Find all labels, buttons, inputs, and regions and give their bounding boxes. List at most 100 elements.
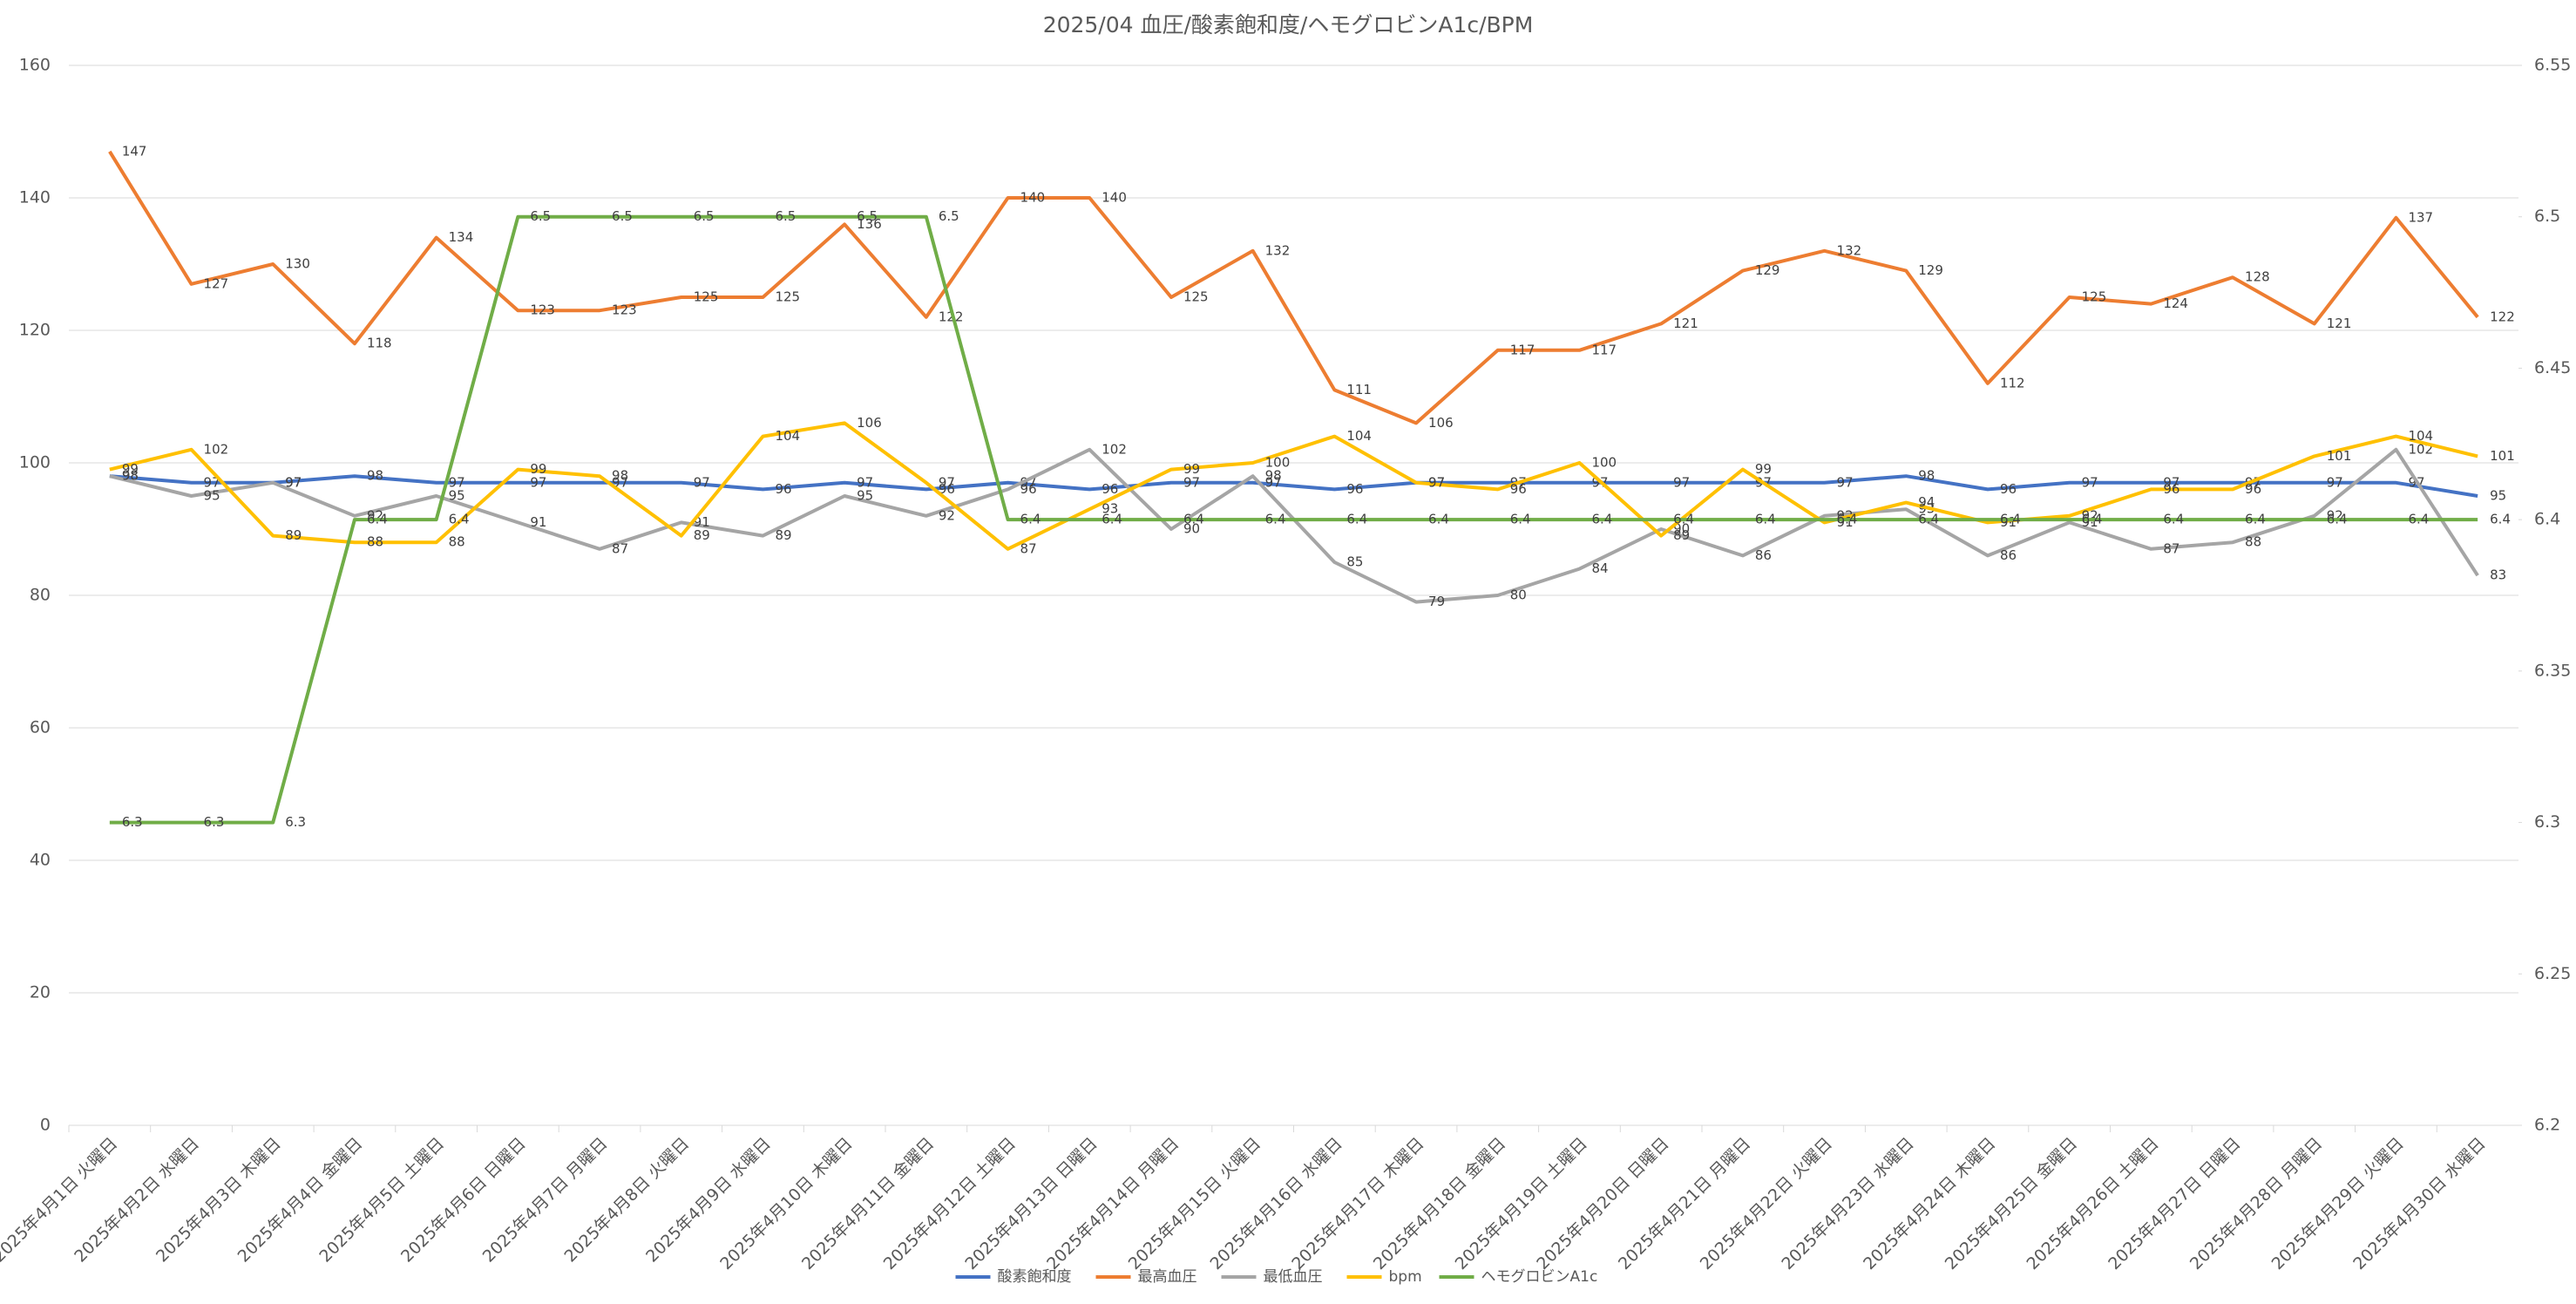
y2-tick-label: 6.35 bbox=[2534, 661, 2571, 680]
data-label: 6.4 bbox=[1510, 512, 1531, 527]
data-label: 87 bbox=[2163, 540, 2179, 556]
data-label: 89 bbox=[775, 527, 791, 543]
data-label: 101 bbox=[2327, 448, 2352, 464]
data-label: 112 bbox=[2000, 375, 2025, 391]
data-label: 97 bbox=[530, 474, 546, 490]
chart-title: 2025/04 血圧/酸素飽和度/ヘモグロビンA1c/BPM bbox=[1043, 12, 1534, 37]
x-tick-label: 2025年4月20日 日曜日 bbox=[1533, 1134, 1672, 1273]
data-label: 6.4 bbox=[2490, 512, 2511, 527]
x-tick-label: 2025年4月24日 木曜日 bbox=[1860, 1134, 1999, 1273]
x-tick-label: 2025年4月14日 月曜日 bbox=[1043, 1134, 1183, 1273]
data-label: 99 bbox=[122, 461, 139, 477]
data-label: 96 bbox=[939, 481, 955, 497]
data-label: 102 bbox=[204, 441, 229, 457]
x-tick-label: 2025年4月12日 土曜日 bbox=[880, 1134, 1020, 1273]
data-label: 80 bbox=[1510, 587, 1527, 603]
y2-tick-label: 6.4 bbox=[2534, 510, 2560, 529]
data-label: 124 bbox=[2163, 295, 2188, 311]
y2-tick-label: 6.2 bbox=[2534, 1116, 2560, 1135]
data-label: 95 bbox=[204, 488, 220, 504]
data-label: 6.4 bbox=[1183, 512, 1204, 527]
data-label: 85 bbox=[1346, 554, 1363, 570]
data-label: 104 bbox=[1346, 428, 1372, 444]
data-label: 97 bbox=[285, 474, 302, 490]
y2-tick-label: 6.55 bbox=[2534, 56, 2571, 75]
data-label: 88 bbox=[449, 534, 465, 550]
data-label: 92 bbox=[939, 507, 955, 523]
data-label: 127 bbox=[204, 275, 229, 291]
data-label: 6.4 bbox=[2163, 512, 2184, 527]
data-label: 99 bbox=[1755, 461, 1772, 477]
y2-tick-label: 6.45 bbox=[2534, 358, 2571, 377]
data-label: 6.4 bbox=[1591, 512, 1612, 527]
x-tick-label: 2025年4月13日 日曜日 bbox=[961, 1134, 1101, 1273]
y-tick-label: 140 bbox=[19, 188, 51, 207]
data-label: 104 bbox=[2408, 428, 2433, 444]
series-line bbox=[109, 421, 2478, 551]
data-label: 99 bbox=[1183, 461, 1200, 477]
data-label: 6.4 bbox=[2245, 512, 2266, 527]
data-label: 137 bbox=[2408, 209, 2433, 225]
x-tick-label: 2025年4月16日 水曜日 bbox=[1206, 1134, 1346, 1273]
y-tick-label: 20 bbox=[30, 983, 51, 1002]
data-label: 123 bbox=[612, 302, 637, 318]
data-label: 97 bbox=[1837, 474, 1854, 490]
data-label: 6.4 bbox=[1755, 512, 1776, 527]
data-label: 6.4 bbox=[1673, 512, 1694, 527]
data-label: 89 bbox=[285, 527, 302, 543]
legend-label: 最高血圧 bbox=[1138, 1268, 1197, 1286]
series-line bbox=[109, 214, 2478, 825]
x-tick-label: 2025年4月30日 水曜日 bbox=[2349, 1134, 2489, 1273]
data-label: 6.4 bbox=[449, 512, 470, 527]
data-label: 98 bbox=[612, 468, 628, 484]
x-tick-label: 2025年4月27日 日曜日 bbox=[2105, 1134, 2244, 1273]
data-label: 6.5 bbox=[939, 208, 959, 224]
data-label: 128 bbox=[2245, 269, 2270, 285]
data-label: 6.5 bbox=[857, 208, 878, 224]
y-tick-label: 160 bbox=[19, 56, 51, 75]
data-label: 117 bbox=[1510, 342, 1535, 357]
data-label: 86 bbox=[1755, 547, 1772, 563]
data-label: 97 bbox=[694, 474, 710, 490]
data-label: 96 bbox=[1020, 481, 1037, 497]
data-label: 106 bbox=[857, 415, 882, 431]
data-label: 6.4 bbox=[1918, 512, 1939, 527]
data-label: 98 bbox=[1265, 468, 1282, 484]
x-tick-label: 2025年4月26日 土曜日 bbox=[2023, 1134, 2162, 1273]
data-label: 97 bbox=[857, 474, 873, 490]
data-label: 122 bbox=[2490, 309, 2515, 324]
data-label: 86 bbox=[2000, 547, 2017, 563]
x-tick-label: 2025年4月25日 金曜日 bbox=[1942, 1134, 2081, 1273]
data-label: 96 bbox=[2000, 481, 2017, 497]
data-label: 118 bbox=[367, 336, 392, 351]
data-label: 6.4 bbox=[2408, 512, 2429, 527]
data-label: 6.4 bbox=[1837, 512, 1858, 527]
data-label: 6.3 bbox=[122, 814, 143, 830]
data-label: 97 bbox=[1183, 474, 1200, 490]
data-label: 6.4 bbox=[1428, 512, 1449, 527]
data-label: 88 bbox=[367, 534, 383, 550]
data-label: 88 bbox=[2245, 534, 2261, 550]
legend-label: 最低血圧 bbox=[1264, 1268, 1323, 1286]
y-tick-label: 0 bbox=[40, 1116, 51, 1135]
x-tick-label: 2025年4月17日 木曜日 bbox=[1288, 1134, 1427, 1273]
x-tick-label: 2025年4月19日 土曜日 bbox=[1452, 1134, 1591, 1273]
data-label: 97 bbox=[939, 474, 955, 490]
data-label: 96 bbox=[2163, 481, 2179, 497]
y-tick-label: 80 bbox=[30, 586, 51, 605]
x-tick-label: 2025年4月28日 月曜日 bbox=[2186, 1134, 2326, 1273]
data-label: 6.4 bbox=[1020, 512, 1041, 527]
data-label: 6.4 bbox=[1265, 512, 1286, 527]
data-label: 79 bbox=[1428, 594, 1445, 609]
data-label: 98 bbox=[1918, 468, 1935, 484]
data-label: 6.3 bbox=[204, 814, 225, 830]
data-label: 100 bbox=[1265, 455, 1291, 471]
data-label: 136 bbox=[857, 216, 882, 232]
legend-label: ヘモグロビンA1c bbox=[1481, 1268, 1598, 1286]
data-label: 96 bbox=[1102, 481, 1118, 497]
y2-tick-label: 6.3 bbox=[2534, 812, 2560, 832]
data-label: 87 bbox=[1020, 540, 1037, 556]
data-label: 129 bbox=[1918, 262, 1943, 278]
data-label: 6.4 bbox=[2000, 512, 2021, 527]
data-label: 101 bbox=[2490, 448, 2515, 464]
